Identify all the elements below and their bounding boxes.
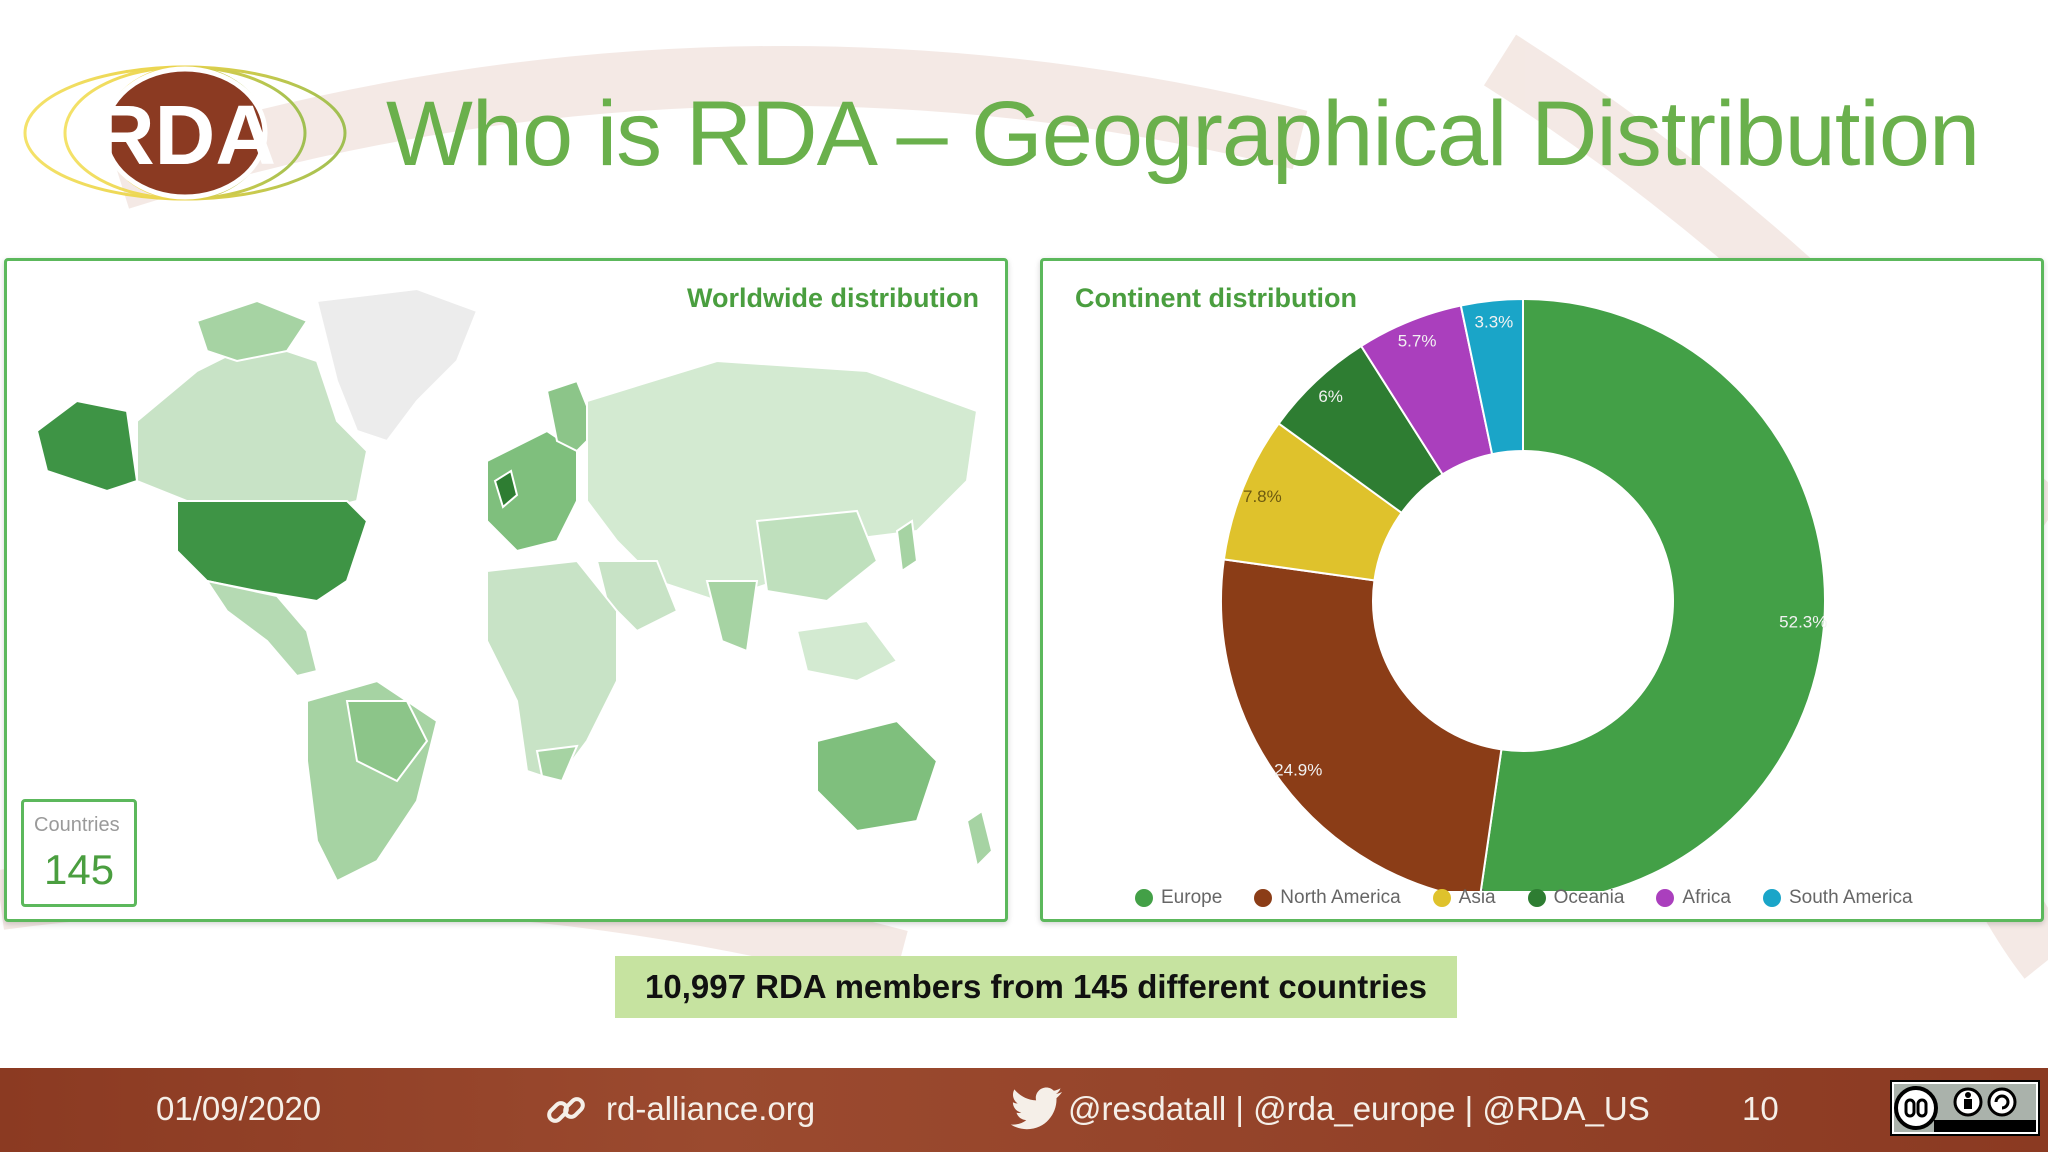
map-usa bbox=[176, 500, 369, 603]
footer-social-handles[interactable]: @resdatall | @rda_europe | @RDA_US bbox=[1068, 1090, 1650, 1127]
slide-page-number: 10 bbox=[1742, 1090, 1779, 1127]
legend-item-south-america: South America bbox=[1762, 887, 1913, 909]
legend-item-africa: Africa bbox=[1656, 887, 1731, 909]
map-china bbox=[755, 509, 879, 603]
footer-bar: 01/09/2020 rd-alliance.org @resdatall | … bbox=[0, 1068, 2048, 1152]
worldwide-distribution-panel: Worldwide distribution bbox=[4, 258, 1008, 922]
legend-item-oceania: Oceania bbox=[1527, 887, 1625, 909]
continent-distribution-panel: Continent distribution 52.3% 24.9% 7.8% 6% 5… bbox=[1040, 258, 2044, 922]
map-alaska bbox=[35, 399, 139, 493]
legend-label: Oceania bbox=[1553, 887, 1625, 908]
legend-label: South America bbox=[1788, 887, 1913, 908]
legend-label: Asia bbox=[1458, 887, 1496, 908]
countries-value: 145 bbox=[44, 846, 115, 893]
map-mexico bbox=[204, 579, 319, 678]
donut-slice-south-america bbox=[1459, 297, 1524, 456]
donut-label-asia: 7.8% bbox=[1243, 487, 1282, 506]
map-brazil bbox=[345, 700, 429, 783]
map-panel-title: Worldwide distribution bbox=[687, 283, 979, 313]
legend-swatch bbox=[1432, 889, 1451, 907]
cc-by-sa-icon bbox=[1890, 1080, 2040, 1136]
countries-scorecard: Countries 145 bbox=[21, 799, 137, 907]
legend-item-asia: Asia bbox=[1432, 887, 1496, 909]
map-japan bbox=[895, 519, 919, 573]
footer-website-link[interactable]: rd-alliance.org bbox=[606, 1090, 816, 1127]
legend-swatch bbox=[1135, 889, 1153, 907]
logo-text: RDA bbox=[94, 88, 276, 182]
legend-label: Africa bbox=[1682, 887, 1731, 908]
world-map bbox=[35, 287, 994, 883]
legend-item-north-america: North America bbox=[1254, 887, 1401, 909]
map-south-africa bbox=[535, 744, 579, 783]
map-australia bbox=[816, 719, 939, 833]
map-greenland bbox=[315, 287, 479, 443]
legend-swatch bbox=[1254, 889, 1273, 907]
legend-swatch bbox=[1656, 889, 1675, 907]
map-middle-east bbox=[595, 560, 679, 633]
link-icon bbox=[547, 1097, 585, 1123]
legend-label: North America bbox=[1280, 887, 1401, 908]
map-arctic-islands bbox=[195, 299, 309, 363]
legend-item-europe: Europe bbox=[1135, 887, 1222, 909]
donut-label-north-america: 24.9% bbox=[1274, 761, 1322, 780]
map-uk bbox=[493, 469, 519, 509]
map-se-asia bbox=[795, 619, 899, 683]
donut-label-oceania: 6% bbox=[1318, 387, 1343, 406]
map-europe bbox=[486, 429, 578, 553]
donut-label-europe: 52.3% bbox=[1779, 612, 1827, 631]
map-india bbox=[705, 580, 759, 653]
legend-swatch bbox=[1527, 889, 1546, 907]
members-summary: 10,997 RDA members from 145 different co… bbox=[615, 956, 1457, 1018]
twitter-icon bbox=[1010, 1087, 1062, 1130]
donut-slice-europe bbox=[1479, 297, 1826, 891]
continent-donut-chart: 52.3% 24.9% 7.8% 6% 5.7% 3.3% bbox=[1220, 297, 1827, 891]
slide-title: Who is RDA – Geographical Distribution bbox=[386, 83, 1980, 185]
donut-label-africa: 5.7% bbox=[1398, 332, 1437, 351]
rda-logo: RDA bbox=[20, 58, 350, 208]
countries-label: Countries bbox=[34, 814, 120, 836]
map-new-zealand bbox=[965, 809, 994, 868]
donut-panel-title: Continent distribution bbox=[1075, 283, 1357, 313]
footer-date: 01/09/2020 bbox=[156, 1090, 322, 1127]
donut-label-south-america: 3.3% bbox=[1475, 313, 1514, 332]
map-africa bbox=[486, 559, 618, 783]
legend-swatch bbox=[1762, 889, 1781, 907]
legend-label: Europe bbox=[1161, 887, 1223, 908]
donut-slice-north-america bbox=[1220, 558, 1503, 891]
chart-legend: Europe North America Asia Oceania Africa Sout… bbox=[1135, 887, 1913, 909]
